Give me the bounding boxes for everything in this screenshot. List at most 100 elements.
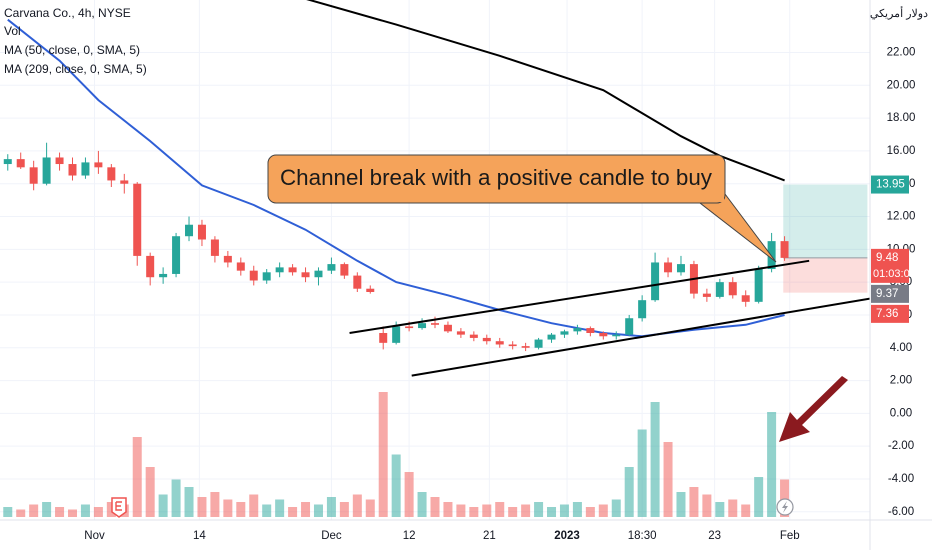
y-tick-label: 18.00 xyxy=(887,112,916,124)
candle-body xyxy=(676,264,685,273)
candle-body xyxy=(767,241,776,270)
volume-bar xyxy=(663,442,673,517)
price-badge-label: 13.95 xyxy=(876,179,905,191)
volume-bar xyxy=(559,504,569,517)
volume-bar xyxy=(443,502,453,517)
candle-body xyxy=(159,273,168,278)
candle-body xyxy=(94,162,103,168)
volume-bar xyxy=(262,504,272,517)
legend-title: Carvana Co., 4h, NYSE xyxy=(4,6,131,20)
x-tick-label: Feb xyxy=(780,530,800,542)
volume-bar xyxy=(715,502,725,517)
trend-line xyxy=(349,259,810,334)
earnings-icon xyxy=(111,497,127,518)
volume-bar xyxy=(650,402,660,517)
candle-body xyxy=(728,282,737,296)
candle-body xyxy=(599,332,608,337)
candle-body xyxy=(482,337,491,342)
price-badges: 13.95 9.48 01:03:02 9.37 7.36 xyxy=(871,175,916,323)
price-badge xyxy=(871,304,909,323)
volume-bar xyxy=(508,507,518,517)
volume-bar xyxy=(288,507,298,517)
candle-body xyxy=(68,164,77,176)
volume-bar xyxy=(313,504,323,517)
volume-bar xyxy=(93,507,103,517)
volume-bar xyxy=(184,487,194,517)
candle-body xyxy=(625,318,634,335)
callout-text: Channel break with a positive candle to … xyxy=(280,165,712,190)
candle-body xyxy=(405,326,414,329)
y-tick-label: 2.00 xyxy=(890,375,912,387)
candle-body xyxy=(249,270,258,281)
candle-body xyxy=(275,267,284,273)
volume-bar xyxy=(339,502,349,517)
y-tick-label: 20.00 xyxy=(887,79,916,91)
countdown: 01:03:02 xyxy=(873,268,916,280)
x-tick-label: Dec xyxy=(321,530,342,542)
volume-bar xyxy=(16,509,26,517)
candle-body xyxy=(262,272,271,281)
candle-body xyxy=(210,239,219,256)
legend: Carvana Co., 4h, NYSE Vol MA (50, close,… xyxy=(4,6,147,76)
volume-bar xyxy=(624,467,634,517)
candle-body xyxy=(185,224,194,237)
volume-bar xyxy=(417,492,427,517)
volume-bar xyxy=(469,507,479,517)
candle-body xyxy=(651,262,660,301)
price-badge xyxy=(871,248,909,283)
position-tool xyxy=(783,184,868,293)
candle-body xyxy=(133,183,142,256)
time-axis: Nov 14 Dec 12 21 2023 18:30 23 Feb xyxy=(84,530,799,542)
price-badge xyxy=(871,284,909,303)
volume-bar xyxy=(68,509,77,517)
candle-body xyxy=(366,288,375,292)
volume-bar xyxy=(547,507,557,517)
volume-bar xyxy=(741,504,751,517)
legend-volume: Vol xyxy=(4,24,21,38)
trend-line xyxy=(411,297,870,377)
candle-body xyxy=(534,339,543,348)
arrow xyxy=(779,376,848,442)
volume-bar xyxy=(534,502,544,517)
candle-body xyxy=(573,328,582,332)
candle-body xyxy=(418,323,427,329)
candle-body xyxy=(560,331,569,335)
candle-body xyxy=(120,180,129,184)
volume-bar xyxy=(197,497,207,517)
volume-bar xyxy=(482,504,492,517)
volume-bar xyxy=(55,507,65,517)
grid xyxy=(0,0,870,520)
volume-bar xyxy=(521,504,531,517)
candle-body xyxy=(81,162,90,176)
earnings-flag xyxy=(111,497,127,518)
volume-bar xyxy=(171,479,181,517)
y-tick-label: -2.00 xyxy=(888,440,914,452)
volume-bar xyxy=(275,499,285,517)
volume-bar xyxy=(3,507,13,517)
candle-body xyxy=(495,341,504,345)
callout: Channel break with a positive candle to … xyxy=(267,154,777,263)
candle-body xyxy=(42,157,51,184)
candle-body xyxy=(508,344,517,347)
candle-body xyxy=(172,236,181,274)
candle-body xyxy=(456,331,465,335)
x-tick-label: Nov xyxy=(84,530,105,542)
candle-body xyxy=(547,334,556,340)
candle-body xyxy=(146,255,155,278)
volume-bar xyxy=(80,504,90,517)
ma-line xyxy=(306,0,785,182)
x-tick-label: 12 xyxy=(403,530,416,542)
volume-bar xyxy=(29,504,39,517)
candle-body xyxy=(3,159,12,165)
volume-bar xyxy=(42,502,52,517)
volume-bar xyxy=(689,487,699,517)
volume-bar xyxy=(754,477,764,517)
volume-bar xyxy=(352,494,362,517)
volume-bar xyxy=(365,499,375,517)
volume-bar xyxy=(326,497,336,517)
volume-bar xyxy=(158,494,168,517)
x-tick-label: 23 xyxy=(708,530,721,542)
target-zone xyxy=(783,184,868,258)
lightning xyxy=(782,501,788,513)
